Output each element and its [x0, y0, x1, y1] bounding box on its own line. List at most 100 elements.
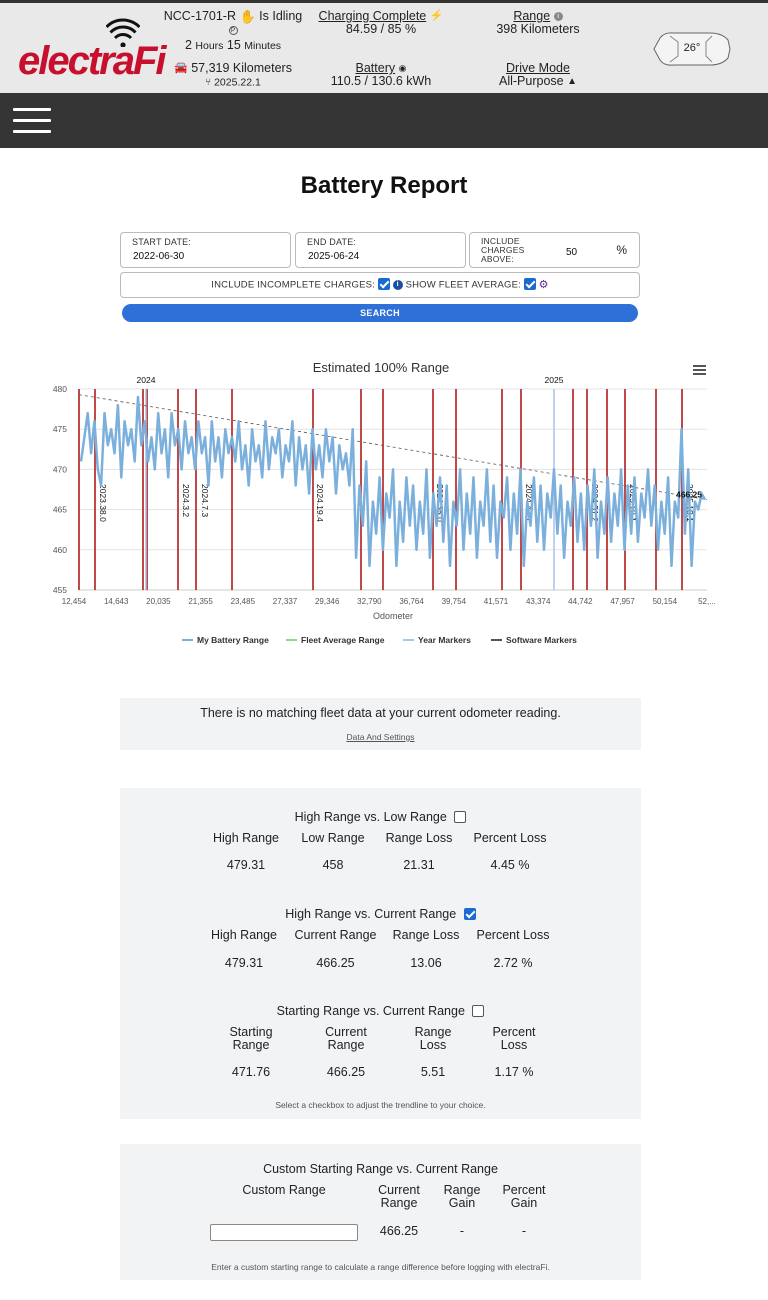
x-tick-label: 20,035 — [146, 597, 171, 606]
custom-gain-value: - — [459, 1224, 465, 1238]
include-above-label: INCLUDE CHARGES ABOVE: — [481, 236, 525, 264]
x-tick-label: 12,454 — [62, 597, 87, 606]
range-chart: Estimated 100% Range 455 460 465 470 475 480 … — [0, 352, 768, 652]
percent-unit: % — [616, 243, 627, 257]
col-header: High Range — [212, 831, 279, 845]
battery-value: 110.5 / 130.6 kWh — [330, 74, 432, 89]
my-battery-range-line — [79, 395, 707, 568]
drive-mode-block[interactable]: Drive Mode All-Purpose ▲ — [463, 62, 613, 88]
duration-minutes: 15 — [226, 38, 241, 53]
battery-label[interactable]: Battery — [355, 61, 396, 75]
logo-text: electraFi — [18, 39, 167, 83]
x-tick-label: 52,... — [698, 597, 716, 606]
x-tick-label: 39,754 — [442, 597, 467, 606]
year-marker-label: 2024 — [137, 375, 156, 385]
col-header: Starting Range — [229, 1025, 273, 1052]
chart-title: Estimated 100% Range — [313, 360, 450, 375]
status-header: electraFi NCC-1701-R ✋ Is Idling P 2 Hou… — [0, 0, 768, 93]
software-marker-label: 2024.3.2 — [181, 484, 191, 517]
fleet-notice-text: There is no matching fleet data at your … — [200, 706, 561, 720]
x-tick-label: 36,764 — [399, 597, 424, 606]
range-chart-svg: Estimated 100% Range 455460465470475480 … — [53, 360, 716, 645]
software-marker-label: 2024.35.0 — [435, 484, 445, 522]
col-value: 13.06 — [410, 956, 442, 970]
col-header: Range Gain — [443, 1183, 481, 1210]
col-header: Percent Loss — [492, 1025, 536, 1052]
incomplete-checkbox[interactable] — [377, 278, 390, 290]
odometer-block: 🚘 57,319 Kilometers ⑂ 2025.22.1 — [158, 62, 308, 89]
x-tick-label: 27,337 — [273, 597, 298, 606]
road-icon: ▲ — [567, 76, 577, 88]
software-marker-label: 2024.19.4 — [315, 484, 325, 522]
software-marker-label: 2024.7.3 — [200, 484, 210, 517]
start-date-field[interactable]: START DATE: — [120, 232, 291, 268]
col-header: Current Range — [325, 1025, 367, 1052]
include-above-input[interactable] — [566, 247, 606, 258]
end-date-label: END DATE: — [307, 237, 357, 247]
x-tick-label: 41,571 — [484, 597, 509, 606]
duration-hours: 2 — [184, 38, 192, 53]
fleet-avg-checkbox[interactable] — [523, 278, 536, 290]
col-header: Percent Loss — [473, 831, 547, 845]
charging-label[interactable]: Charging Complete — [318, 9, 427, 23]
options-row: INCLUDE INCOMPLETE CHARGES: i SHOW FLEET… — [120, 272, 640, 298]
trend-line — [78, 394, 708, 500]
col-value: 5.51 — [420, 1065, 446, 1079]
drive-mode-label[interactable]: Drive Mode — [506, 61, 570, 75]
wifi-icon — [106, 18, 140, 47]
custom-range-input[interactable] — [210, 1224, 358, 1241]
info-icon[interactable]: i — [392, 280, 403, 290]
col-value: 466.25 — [326, 1065, 366, 1079]
hamburger-menu-icon[interactable] — [13, 108, 51, 134]
x-tick-label: 47,957 — [610, 597, 635, 606]
high-low-checkbox[interactable] — [454, 810, 467, 823]
legend-item: My Battery Range — [197, 635, 269, 645]
nav-bar — [0, 93, 768, 148]
include-above-field[interactable]: INCLUDE CHARGES ABOVE: % — [469, 232, 640, 268]
y-tick-label: 475 — [53, 424, 67, 434]
fleet-notice-panel: There is no matching fleet data at your … — [120, 698, 641, 750]
fleet-avg-label: SHOW FLEET AVERAGE: — [405, 279, 521, 291]
chart-menu-icon[interactable] — [693, 365, 706, 375]
col-value: 471.76 — [231, 1065, 271, 1079]
range-label[interactable]: Range — [513, 9, 551, 23]
odometer-value: 57,319 Kilometers — [191, 61, 292, 75]
y-tick-label: 455 — [53, 585, 67, 595]
y-tick-label: 470 — [53, 464, 67, 474]
comparison-title-start-current: Starting Range vs. Current Range — [120, 1004, 641, 1018]
comparison-title-high-low: High Range vs. Low Range — [120, 810, 641, 824]
start-date-label: START DATE: — [132, 237, 192, 247]
year-marker-label: 2025 — [545, 375, 564, 385]
high-current-checkbox[interactable] — [463, 907, 476, 920]
vehicle-state: NCC-1701-R ✋ Is Idling P 2 Hours 15 Minu… — [158, 10, 308, 53]
col-header: Custom Range — [242, 1183, 326, 1197]
x-tick-label: 23,485 — [231, 597, 256, 606]
col-header: Low Range — [301, 831, 365, 845]
range-block[interactable]: Range i 398 Kilometers — [463, 10, 613, 36]
start-date-input[interactable] — [133, 251, 273, 262]
electrafi-logo[interactable]: electraFi — [18, 17, 167, 83]
temperature-value: 26° — [683, 42, 701, 54]
x-axis-label: Odometer — [373, 611, 413, 621]
end-date-input[interactable] — [308, 251, 448, 262]
car-icon: 🚘 — [174, 62, 188, 75]
search-button[interactable]: SEARCH — [122, 304, 638, 322]
car-temperature[interactable]: 26° — [652, 30, 732, 68]
start-current-checkbox[interactable] — [472, 1004, 485, 1017]
col-header: Range Loss — [385, 831, 453, 845]
x-tick-label: 29,346 — [315, 597, 340, 606]
gear-icon[interactable]: ⚙ — [538, 279, 549, 291]
hand-icon: ✋ — [239, 9, 256, 25]
legend-item: Software Markers — [506, 635, 577, 645]
charging-block[interactable]: Charging Complete ⚡ 84.59 / 85 % — [306, 10, 456, 36]
x-tick-label: 50,154 — [653, 597, 678, 606]
legend-item: Fleet Average Range — [301, 635, 385, 645]
col-value: 479.31 — [224, 956, 264, 970]
data-settings-link[interactable]: Data And Settings — [346, 732, 415, 742]
incomplete-label: INCLUDE INCOMPLETE CHARGES: — [211, 279, 376, 291]
custom-title: Custom Starting Range vs. Current Range — [263, 1162, 498, 1176]
comparisons-panel: High Range vs. Low Range High Range Low … — [120, 788, 641, 1119]
end-date-field[interactable]: END DATE: — [295, 232, 466, 268]
battery-block[interactable]: Battery ◉ 110.5 / 130.6 kWh — [306, 62, 456, 88]
x-tick-label: 32,790 — [357, 597, 382, 606]
